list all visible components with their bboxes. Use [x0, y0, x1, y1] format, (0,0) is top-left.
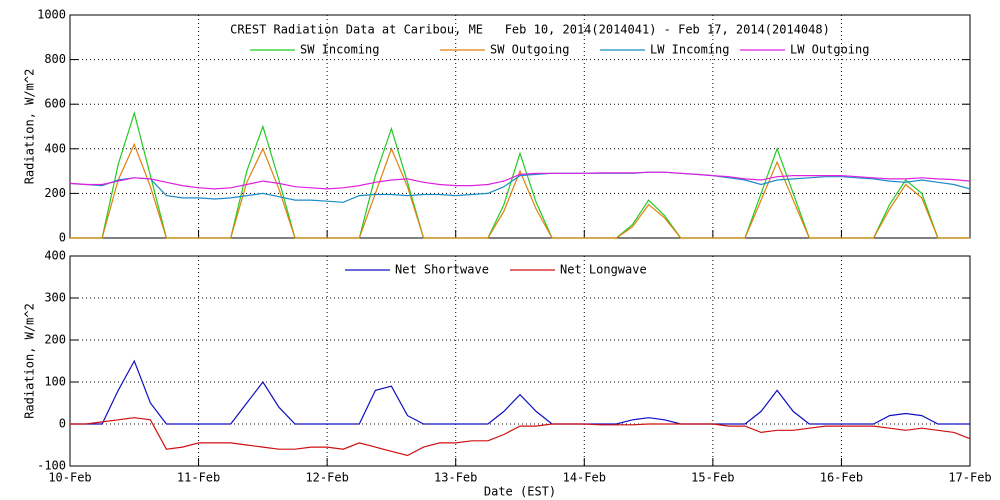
- y-tick-label: 600: [44, 97, 66, 111]
- y-tick-label: 200: [44, 333, 66, 347]
- y-tick-label: 300: [44, 291, 66, 305]
- y-tick-label: 200: [44, 186, 66, 200]
- x-tick-label: 17-Feb: [948, 471, 991, 485]
- series-line: [70, 359, 970, 425]
- legend-label: LW Incoming: [650, 43, 729, 57]
- y-tick-label: 100: [44, 375, 66, 389]
- x-axis-label: Date (EST): [484, 485, 556, 499]
- y-axis-label: Radiation, W/m^2: [23, 69, 37, 185]
- y-tick-label: 1000: [37, 8, 66, 22]
- legend-label: SW Outgoing: [490, 43, 569, 57]
- legend-label: SW Incoming: [300, 43, 379, 57]
- x-tick-label: 15-Feb: [691, 471, 734, 485]
- legend-label: Net Longwave: [560, 263, 647, 277]
- y-tick-label: 400: [44, 249, 66, 263]
- y-tick-label: 400: [44, 141, 66, 155]
- x-tick-label: 13-Feb: [434, 471, 477, 485]
- plot-frame: [69, 14, 971, 239]
- y-tick-label: 0: [59, 231, 66, 245]
- x-tick-label: 11-Feb: [177, 471, 220, 485]
- x-tick-label: 10-Feb: [48, 471, 91, 485]
- series-line: [70, 417, 971, 457]
- x-tick-label: 16-Feb: [820, 471, 863, 485]
- series-line: [69, 171, 971, 190]
- x-tick-label: 14-Feb: [563, 471, 606, 485]
- series-line: [70, 142, 970, 239]
- chart-title: CREST Radiation Data at Caribou, ME Feb …: [230, 23, 830, 37]
- y-tick-label: 0: [59, 417, 66, 431]
- y-axis-label: Radiation, W/m^2: [23, 303, 37, 419]
- y-tick-label: 800: [44, 52, 66, 66]
- series-line: [69, 171, 971, 203]
- legend-label: LW Outgoing: [790, 43, 869, 57]
- x-tick-label: 12-Feb: [305, 471, 348, 485]
- y-tick-label: -100: [37, 459, 66, 473]
- plot-frame: [69, 255, 971, 467]
- legend-label: Net Shortwave: [395, 263, 489, 277]
